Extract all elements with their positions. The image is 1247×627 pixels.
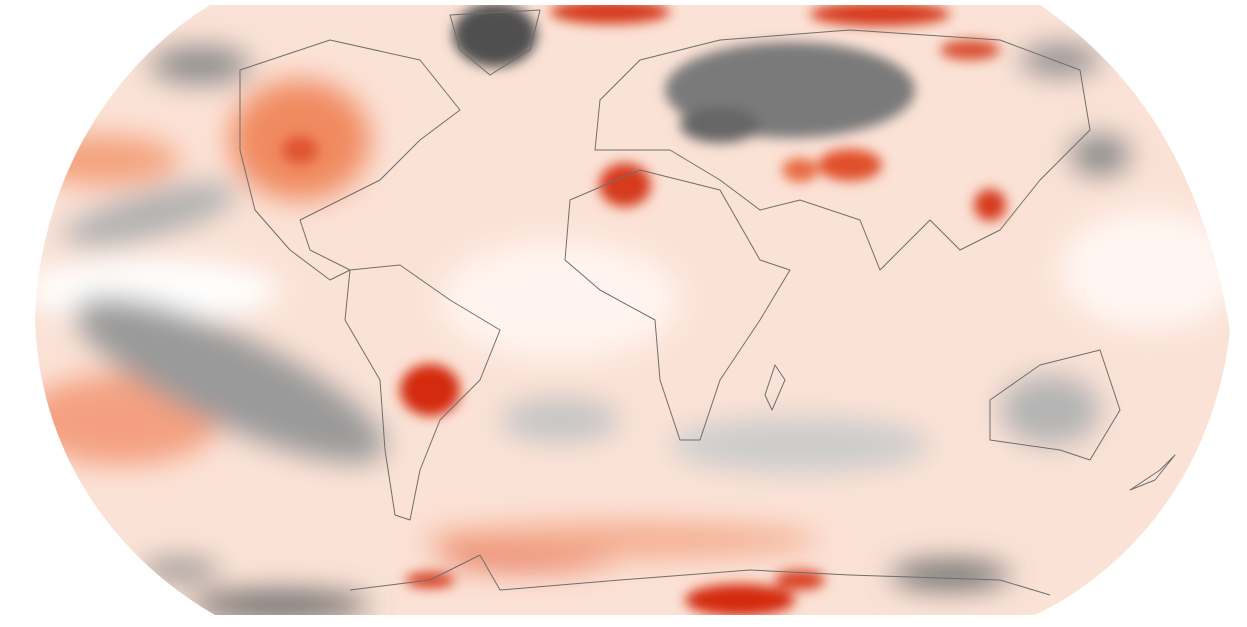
south-america-outline: [344, 264, 501, 521]
new-zealand-outline: [1129, 454, 1176, 491]
madagascar-outline: [764, 364, 786, 411]
antarctica-outline: [349, 554, 1051, 596]
australia-outline: [989, 349, 1121, 461]
africa-outline: [564, 169, 791, 441]
greenland-outline: [449, 9, 541, 76]
coastlines: [239, 9, 1176, 596]
north-america-outline: [239, 39, 461, 281]
eurasia-outline: [594, 29, 1091, 271]
anomaly-cores: [282, 5, 1006, 615]
